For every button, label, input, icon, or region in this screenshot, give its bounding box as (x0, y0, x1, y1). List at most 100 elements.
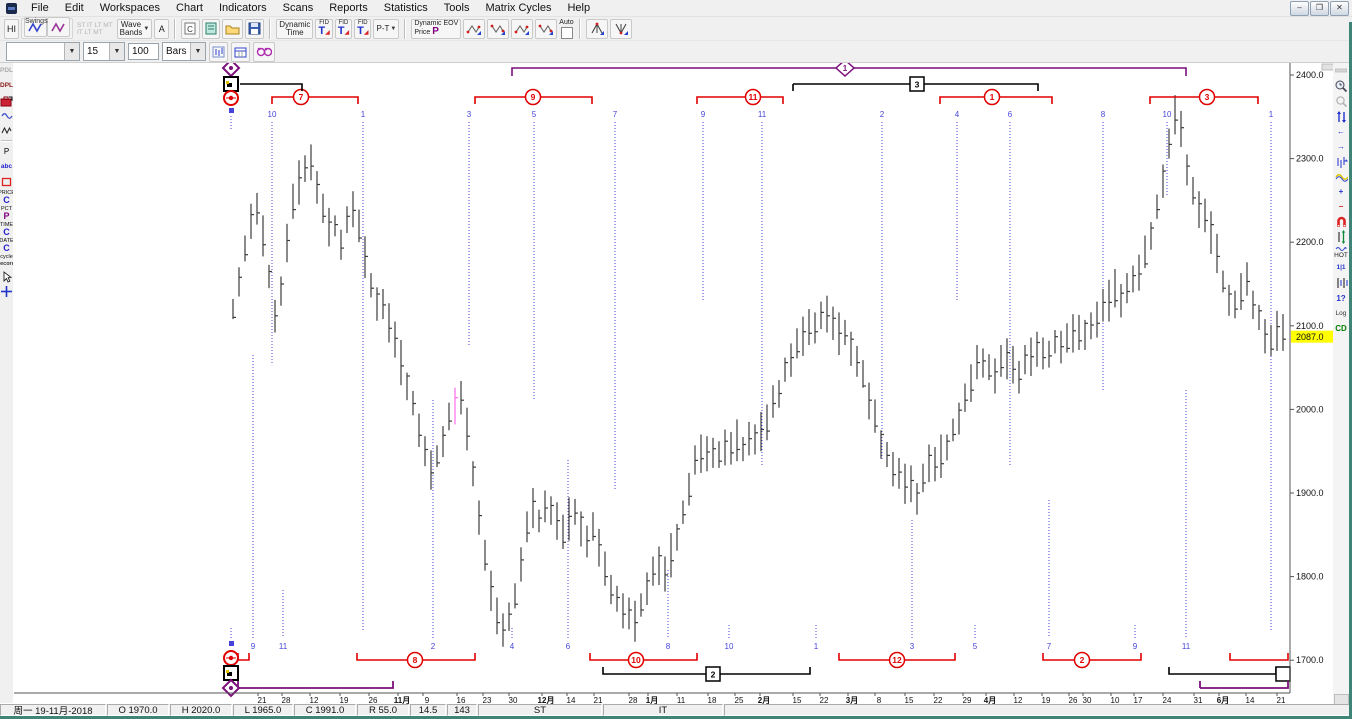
menu-scans[interactable]: Scans (282, 2, 314, 14)
pdl-button[interactable]: PDL (0, 67, 13, 74)
bar-count-input[interactable]: 100 (128, 43, 159, 60)
cycle-record-button[interactable]: cyclerecord (0, 254, 16, 267)
zoom-history-button[interactable] (1335, 79, 1348, 93)
scale-updown-button[interactable] (1335, 110, 1348, 123)
date-c-button[interactable]: DATE C (0, 238, 14, 253)
pct-p-button[interactable]: PCT P (1, 206, 12, 221)
toolbox-button[interactable] (0, 94, 13, 107)
cycle-circle[interactable] (888, 651, 906, 669)
chart-type-button[interactable] (209, 41, 228, 62)
auto-checkbox[interactable]: Auto (559, 19, 574, 39)
cursor-button[interactable] (0, 270, 13, 283)
zoom-out-button[interactable]: − (1338, 202, 1344, 211)
wave-tool-button[interactable] (0, 109, 13, 122)
box-tool-button[interactable] (0, 175, 13, 188)
minimize-button[interactable]: – (1290, 0, 1309, 16)
fib-time-3-button[interactable]: FID T◢ (354, 18, 372, 39)
wave-overlay-button[interactable] (1334, 170, 1348, 183)
pattern-fork-down-button[interactable] (609, 18, 632, 39)
one-question-button[interactable]: 1? (1336, 294, 1346, 303)
copy-chart-button[interactable]: C (181, 18, 201, 39)
calendar-button[interactable] (231, 41, 250, 62)
pattern-zigzag-3-button[interactable] (511, 18, 534, 39)
dynamic-eov-price-button[interactable]: Dynamic EOV Price P (411, 18, 462, 39)
log-scale-button[interactable]: Log (1335, 310, 1347, 317)
zigzag-tool-button[interactable] (0, 124, 13, 137)
crosshair-button[interactable] (0, 285, 13, 298)
price-time-button[interactable]: P-T ▼ (373, 18, 400, 39)
restore-button[interactable]: ❐ (1310, 0, 1329, 16)
expand-bars-button[interactable] (1335, 230, 1348, 244)
chevron-down-icon[interactable]: ▼ (109, 43, 124, 60)
swing-minor-button[interactable] (47, 17, 70, 37)
abc-button[interactable]: abc (0, 163, 13, 170)
cycle-circle[interactable] (1073, 651, 1091, 669)
save-button[interactable] (245, 18, 265, 39)
menu-tools[interactable]: Tools (443, 2, 470, 14)
hot-wave-button[interactable]: HOT (1334, 246, 1348, 259)
close-button[interactable]: ✕ (1330, 0, 1349, 16)
dynamic-time-button[interactable]: Dynamic Time (276, 18, 314, 39)
swing-major-button[interactable] (24, 17, 47, 37)
open-button[interactable] (222, 18, 244, 39)
cycle-circle[interactable] (1198, 88, 1216, 106)
compress-bars-button[interactable] (1335, 276, 1348, 290)
fib-time-2-button[interactable]: FID T◢ (334, 18, 353, 39)
cycle-circle[interactable] (627, 651, 645, 669)
zoom-in-button[interactable]: + (1338, 187, 1344, 196)
pattern-zigzag-2-button[interactable] (487, 18, 510, 39)
menu-workspaces[interactable]: Workspaces (99, 2, 161, 14)
new-chart-button[interactable] (202, 18, 221, 39)
glasses-icon (256, 47, 272, 57)
display-style-combo[interactable]: Bars ▼ (162, 42, 206, 61)
bars-step-button[interactable] (1335, 155, 1348, 168)
price-c-button[interactable]: PRICEC (0, 190, 15, 205)
chevron-down-icon[interactable]: ▼ (190, 43, 205, 60)
cycle-circle[interactable] (744, 88, 762, 106)
cycle-square-marker[interactable] (229, 641, 234, 646)
pan-left-button[interactable]: ← (1337, 127, 1345, 136)
cycle-diamond[interactable] (834, 58, 856, 78)
time-c-button[interactable]: TIME C (0, 222, 14, 237)
menu-file[interactable]: File (31, 2, 49, 14)
rail-handle[interactable] (1335, 64, 1348, 77)
hi-button[interactable]: HI (4, 18, 19, 39)
zoom-button[interactable] (1335, 95, 1348, 108)
menu-help[interactable]: Help (567, 2, 591, 14)
p-pointer-button[interactable]: P (3, 147, 10, 156)
cd-button[interactable]: CD (1335, 324, 1347, 333)
chart-area[interactable]: 10 1 3 5 7 9 11 2 4 6 8 10 1 9 11 2 4 6 8 10 1 3 5 7 9 11 7 9 11 1 3 3 1… (13, 58, 1352, 705)
cycle-circle[interactable] (524, 88, 542, 106)
cycle-box[interactable] (705, 666, 721, 682)
menu-matrix-cycles[interactable]: Matrix Cycles (485, 2, 552, 14)
a-button[interactable]: A (154, 18, 170, 39)
menu-reports[interactable]: Reports (329, 2, 368, 14)
svg-text:4: 4 (510, 642, 515, 651)
cycle-square-marker[interactable] (229, 108, 234, 113)
cycle-box[interactable] (909, 76, 925, 92)
cycle-circle[interactable] (983, 88, 1001, 106)
menu-indicators[interactable]: Indicators (218, 2, 267, 14)
cycle-box[interactable] (1275, 666, 1291, 682)
menu-statistics[interactable]: Statistics (383, 2, 428, 14)
one-one-button[interactable]: 1|1 (1336, 264, 1346, 271)
pattern-zigzag-4-button[interactable] (535, 18, 558, 39)
gann-glasses-button[interactable] (253, 41, 275, 62)
chart-svg[interactable]: 10 1 3 5 7 9 11 2 4 6 8 10 19 11 2 4 6 8 10 1 3 5 7 9 117 9 11 1 331… (13, 58, 1352, 705)
cycle-circle[interactable] (292, 88, 310, 106)
fib-time-1-button[interactable]: FID T◢ (315, 18, 333, 39)
menu-chart[interactable]: Chart (176, 2, 203, 14)
magnet-button[interactable] (1335, 215, 1348, 228)
svg-text:2200.0: 2200.0 (1296, 237, 1324, 247)
menu-edit[interactable]: Edit (64, 2, 84, 14)
cycle-circle[interactable] (406, 651, 424, 669)
symbol-combo[interactable]: ▼ (6, 42, 80, 61)
wave-bands-button[interactable]: Wave Bands ▼ (116, 18, 153, 39)
dpl-button[interactable]: DPL (0, 82, 13, 89)
interval-combo[interactable]: 15 ▼ (83, 42, 125, 61)
chevron-down-icon[interactable]: ▼ (64, 43, 79, 60)
auto-checkbox-box[interactable] (560, 26, 573, 39)
pan-right-button[interactable]: → (1337, 142, 1345, 151)
pattern-fork-up-button[interactable] (585, 18, 608, 39)
pattern-zigzag-1-button[interactable] (463, 18, 486, 39)
